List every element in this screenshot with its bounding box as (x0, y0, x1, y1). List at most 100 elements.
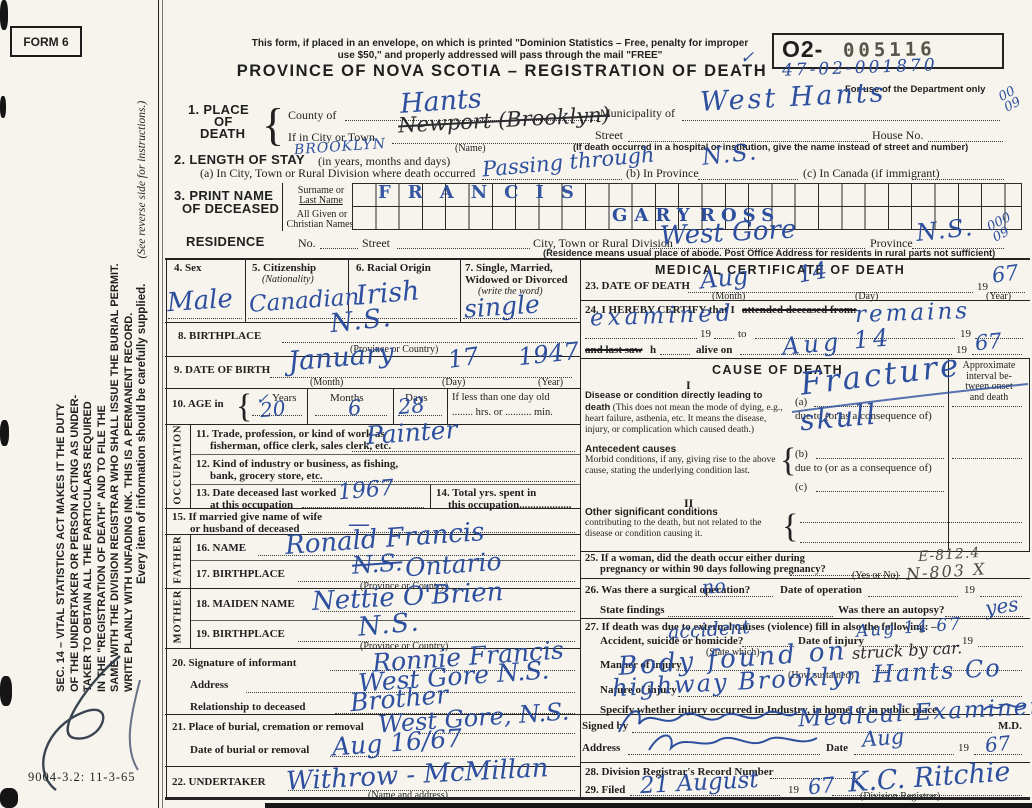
dotted-line (816, 456, 944, 459)
age-months-value: 6 (346, 395, 363, 421)
corner-code: 00 09 (996, 83, 1024, 116)
place-of-death-label: OF (214, 114, 233, 129)
given-names-label: All Given or (296, 209, 348, 220)
cause-b-due: due to (or as a consequence of) (795, 462, 932, 474)
dotted-line (632, 730, 992, 733)
dotted-line (288, 788, 575, 791)
age-years-value: 20 (259, 395, 287, 423)
form-number-box: FORM 6 (10, 26, 82, 57)
marital-sub: (write the word) (478, 286, 543, 297)
dotted-line (755, 336, 955, 339)
dotted-line (814, 404, 944, 407)
dotted-line (463, 316, 577, 319)
dotted-line (320, 609, 575, 612)
dotted-line (248, 316, 345, 319)
death-day-sub: (Day) (855, 291, 879, 302)
given-names-label2: Christian Names (286, 219, 354, 230)
dotted-line (308, 530, 575, 533)
checkmark: ✓ (740, 48, 755, 68)
dotted-line (482, 177, 622, 180)
row-divider (165, 648, 580, 649)
age-days-label: Days (405, 392, 428, 404)
last-saw-struck: and last saw (585, 344, 643, 356)
birthplace-sub: (Province or Country) (350, 344, 439, 355)
sex-label: 4. Sex (174, 262, 202, 274)
birth-year-value: 1947 (516, 336, 581, 372)
scan-artifact (0, 96, 6, 118)
brace: { (262, 99, 285, 150)
cause-a-due: due to (or as a consequence of) (795, 410, 932, 422)
dotted-line (330, 668, 575, 671)
undertaker-sub: (Name and address) (368, 790, 448, 801)
place-of-death-label: DEATH (200, 126, 246, 141)
divider (447, 388, 448, 424)
last-worked-label: 13. Date deceased last worked (196, 487, 337, 499)
residence-street-label: Street (362, 236, 390, 250)
dotted-line (980, 594, 1022, 597)
municipality-value: West Hants (699, 77, 888, 118)
cause-lead-desc: Disease or condition directly leading to… (585, 390, 783, 435)
stamp-handwritten-number: 47-02-001870 (781, 55, 938, 81)
age-label: 10. AGE in (172, 398, 224, 410)
row-divider (190, 454, 580, 455)
cause-b-label: (b) (795, 448, 808, 460)
division-registrar-sub: (Division Registrar) (860, 791, 940, 802)
roman-two: II (684, 496, 694, 510)
sign-date-value: Aug (860, 724, 906, 752)
medical-certificate-title: MEDICAL CERTIFICATE OF DEATH (655, 263, 906, 277)
residence-province-value: N.S. (914, 213, 976, 247)
dotted-line (952, 404, 1022, 407)
dotted-line (320, 246, 358, 249)
dotted-line (258, 553, 575, 556)
dotted-line (330, 754, 575, 757)
death-day-value: 14 (795, 257, 830, 289)
form-number: FORM 6 (23, 34, 69, 49)
state-findings-label: State findings (600, 604, 665, 616)
residence-city-label: City, Town or Rural Division (533, 236, 673, 250)
mother-birthplace-label: 19. BIRTHPLACE (196, 628, 285, 640)
row-divider (165, 322, 580, 323)
dotted-line (714, 336, 734, 339)
signature-scrawl (618, 710, 798, 733)
row-divider (165, 508, 580, 509)
dotted-line (978, 644, 1023, 647)
bottom-border (165, 797, 1030, 800)
interval-header: Approximate interval be- tween onset and… (962, 360, 1016, 403)
row-divider (165, 588, 580, 589)
sidebar-line: IN THE "REGISTRATION OF DEATH" AND TO FI… (95, 405, 108, 692)
autopsy-label: Was there an autopsy? (838, 604, 945, 616)
stamp-box (772, 33, 1004, 69)
dotted-line (816, 489, 944, 492)
date-of-op-label: Date of operation (780, 584, 862, 596)
ink-flourish (791, 383, 1029, 413)
dotted-line (585, 336, 697, 339)
sidebar-note-bold: Every item of information should be care… (136, 283, 148, 584)
sidebar-line: SEC. 14 – VITAL STATISTICS ACT MAKES IT … (55, 403, 67, 692)
length-of-stay-label: 2. LENGTH OF STAY (174, 152, 305, 167)
address-scrawl (648, 734, 818, 752)
father-birthplace-value: Ontario (404, 546, 503, 583)
date-of-death-label: 23. DATE OF DEATH (585, 280, 690, 292)
dotted-line (298, 579, 575, 582)
injury-19: 19 (962, 635, 973, 647)
dotted-line (945, 614, 1023, 617)
death-year-value: 67 (990, 260, 1021, 288)
row-divider (580, 578, 1030, 579)
dotted-line (392, 141, 590, 144)
cause-c-label: (c) (795, 481, 808, 493)
antecedent-label: Antecedent causes (585, 444, 677, 455)
stay-b-label: (b) In Province (626, 166, 699, 180)
dotted-line (800, 520, 1022, 523)
antecedent-desc: Morbid conditions, if any, giving rise t… (585, 455, 776, 476)
father-birthplace-sub: (Province or Country) (360, 581, 449, 592)
trade-value: Painter (365, 414, 459, 451)
print-code: 9004-3.2: 11-3-65 (28, 770, 136, 784)
state-which-sub: (State which) (706, 647, 760, 658)
divider (948, 358, 949, 550)
burial-place-label: 21. Place of burial, cremation or remova… (172, 721, 364, 733)
other-conditions-label: Other significant conditions (585, 507, 718, 518)
dotted-line (678, 694, 1022, 697)
divider (348, 258, 349, 322)
dotted-line (168, 316, 242, 319)
